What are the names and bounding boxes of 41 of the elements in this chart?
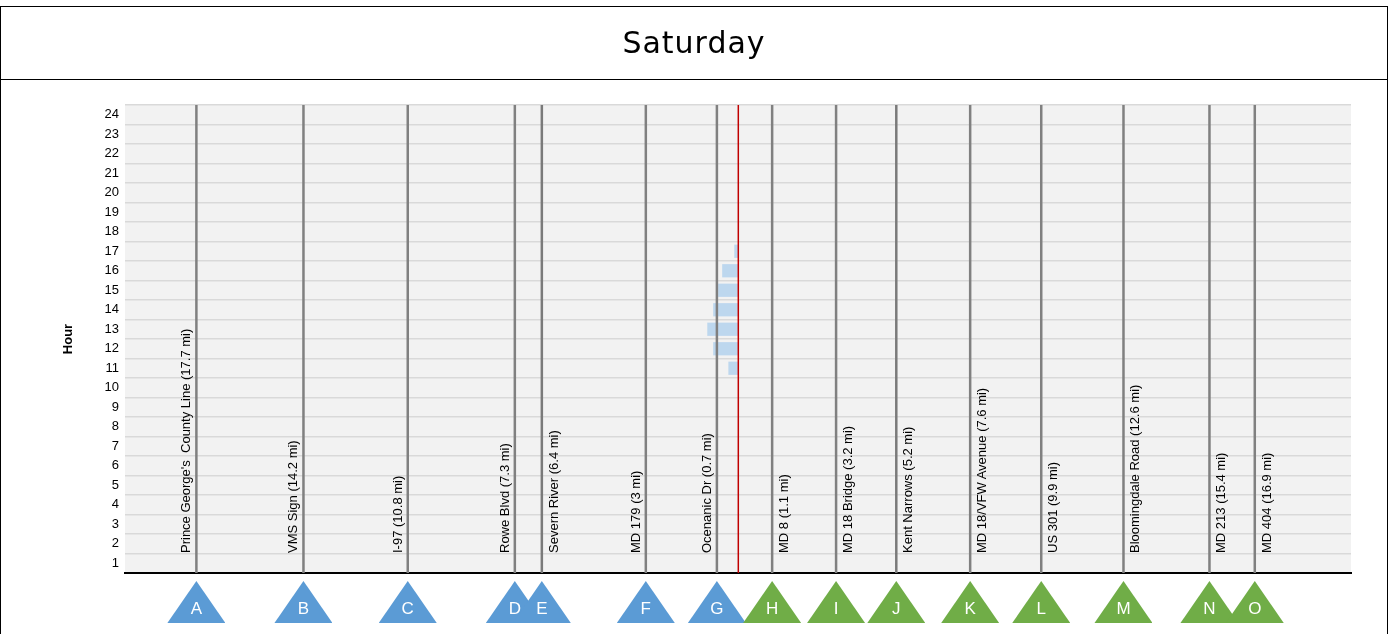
ref-line-label: Bloomingdale Road (12.6 mi) bbox=[1127, 384, 1143, 553]
y-tick-label: 23 bbox=[104, 125, 119, 141]
ref-line-label: Kent Narrows (5.2 mi) bbox=[900, 426, 916, 553]
y-tick-label: 3 bbox=[111, 515, 119, 531]
y-tick-label: 15 bbox=[104, 281, 119, 297]
ref-line-label: VMS Sign (14.2 mi) bbox=[285, 440, 301, 553]
y-tick-label: 2 bbox=[111, 535, 119, 551]
y-tick-label: 22 bbox=[104, 145, 119, 161]
y-tick-label: 5 bbox=[111, 476, 119, 492]
ref-line-label: MD 18/VFW Avenue (7.6 mi) bbox=[974, 387, 990, 553]
ref-line-label: MD 213 (15.4 mi) bbox=[1213, 452, 1229, 553]
ref-line-label: MD 404 (16.9 mi) bbox=[1258, 452, 1274, 553]
ref-line-label: US 301 (9.9 mi) bbox=[1045, 461, 1061, 553]
y-tick-label: 21 bbox=[104, 164, 119, 180]
y-tick-label: 17 bbox=[104, 242, 119, 258]
y-tick-label: 13 bbox=[104, 320, 119, 336]
y-tick-label: 10 bbox=[104, 379, 119, 395]
y-tick-label: 18 bbox=[104, 223, 119, 239]
ref-line-label: Prince George's County Line (17.7 mi) bbox=[178, 328, 194, 553]
y-tick-label: 11 bbox=[105, 359, 119, 375]
y-tick-label: 7 bbox=[111, 437, 119, 453]
chart-title: Saturday bbox=[0, 6, 1388, 80]
ref-line-label: MD 8 (1.1 mi) bbox=[776, 474, 792, 553]
ref-line-label: MD 179 (3 mi) bbox=[627, 470, 643, 553]
ref-line-label: MD 18 Bridge (3.2 mi) bbox=[840, 425, 856, 553]
y-tick-label: 8 bbox=[111, 418, 119, 434]
ref-line-label: Rowe Blvd (7.3 mi) bbox=[496, 443, 512, 553]
y-tick-label: 9 bbox=[111, 398, 119, 414]
y-tick-label: 14 bbox=[104, 301, 119, 317]
y-tick-label: 4 bbox=[111, 496, 119, 512]
y-tick-label: 12 bbox=[104, 340, 119, 356]
y-tick-label: 19 bbox=[104, 203, 119, 219]
ref-line-label: Ocenanic Dr (0.7 mi) bbox=[698, 433, 714, 553]
y-tick-label: 24 bbox=[104, 106, 119, 122]
y-tick-label: 20 bbox=[104, 184, 119, 200]
y-axis-title: Hour bbox=[60, 323, 76, 355]
y-tick-label: 6 bbox=[111, 457, 119, 473]
y-tick-label: 1 bbox=[111, 554, 119, 570]
ref-line-label: I-97 (10.8 mi) bbox=[389, 475, 405, 553]
ref-line-label: Severn River (6.4 mi) bbox=[545, 430, 561, 553]
y-tick-label: 16 bbox=[104, 262, 119, 278]
